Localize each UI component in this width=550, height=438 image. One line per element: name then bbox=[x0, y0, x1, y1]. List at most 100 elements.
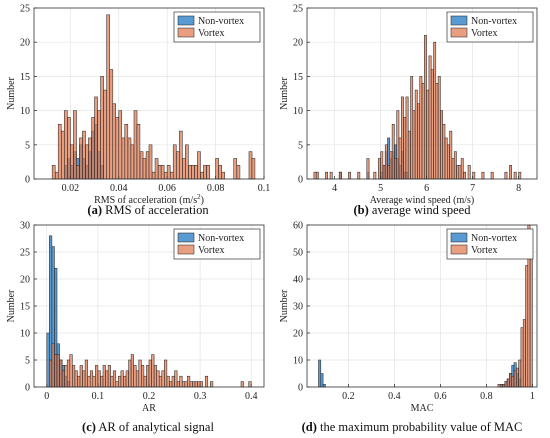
y-axis-label: Number bbox=[279, 289, 290, 322]
bar-vortex bbox=[148, 359, 152, 388]
bar-vortex bbox=[66, 359, 71, 388]
y-tick-label: 0 bbox=[25, 383, 30, 394]
bar-vortex bbox=[509, 373, 512, 388]
bar-vortex bbox=[125, 370, 129, 388]
bar-vortex bbox=[191, 165, 195, 180]
caption-b: (b) average wind speed bbox=[354, 203, 471, 218]
bar-vortex bbox=[166, 165, 171, 180]
bar-vortex bbox=[490, 171, 494, 180]
bar-vortex bbox=[67, 117, 71, 180]
bar-vortex bbox=[118, 375, 122, 388]
bar-vortex bbox=[77, 375, 81, 388]
bar-vortex bbox=[79, 365, 83, 388]
y-tick-label: 30 bbox=[293, 302, 303, 313]
x-axis-label: Average wind speed (m/s) bbox=[370, 195, 475, 206]
bar-vortex bbox=[511, 375, 515, 388]
bar-vortex bbox=[105, 370, 109, 388]
y-tick-label: 20 bbox=[293, 329, 303, 340]
y-tick-label: 0 bbox=[298, 175, 303, 186]
caption-a: (a) RMS of acceleration bbox=[87, 203, 208, 218]
bar-vortex bbox=[112, 370, 117, 388]
bar-vortex bbox=[509, 165, 512, 180]
x-tick-label: 0 bbox=[44, 391, 49, 402]
bar-vortex bbox=[171, 375, 175, 388]
bar-vortex bbox=[56, 354, 60, 388]
bar-vortex bbox=[109, 69, 114, 180]
bar-vortex bbox=[110, 375, 114, 388]
bar-vortex bbox=[412, 110, 416, 180]
bar-vortex bbox=[221, 171, 225, 180]
legend-label-vortex: Vortex bbox=[471, 245, 497, 256]
x-tick-label: 0.04 bbox=[110, 183, 128, 194]
bar-vortex bbox=[156, 370, 160, 388]
y-tick-label: 15 bbox=[20, 72, 30, 83]
bar-vortex bbox=[143, 375, 147, 388]
bar-vortex bbox=[64, 365, 68, 388]
bar-vortex bbox=[145, 151, 150, 180]
caption-c-text: AR of analytical signal bbox=[95, 420, 214, 434]
bar-vortex bbox=[133, 365, 137, 388]
x-tick-label: 0.08 bbox=[207, 183, 225, 194]
legend-swatch-non-vortex bbox=[450, 15, 468, 26]
bar-vortex bbox=[382, 165, 386, 180]
bar-vortex bbox=[504, 171, 508, 180]
bar-vortex bbox=[179, 375, 183, 388]
bar-vortex bbox=[158, 375, 163, 388]
y-tick-label: 50 bbox=[293, 248, 303, 259]
bar-non-vortex bbox=[318, 359, 322, 388]
bar-non-vortex bbox=[46, 332, 50, 388]
bar-vortex bbox=[248, 151, 253, 180]
bar-vortex bbox=[148, 144, 153, 180]
bar-vortex bbox=[79, 137, 83, 180]
bar-vortex bbox=[76, 165, 80, 180]
bar-vortex bbox=[106, 14, 110, 180]
bar-vortex bbox=[95, 365, 99, 388]
bar-vortex bbox=[421, 82, 425, 180]
y-tick-label: 10 bbox=[20, 106, 30, 117]
bar-vortex bbox=[440, 110, 443, 180]
bar-vortex bbox=[54, 354, 58, 388]
caption-a-text: RMS of acceleration bbox=[102, 203, 209, 217]
bar-vortex bbox=[176, 151, 180, 180]
x-tick-label: 0.1 bbox=[92, 391, 105, 402]
bar-vortex bbox=[91, 117, 95, 180]
legend-swatch-non-vortex bbox=[450, 232, 468, 243]
bar-vortex bbox=[128, 359, 132, 388]
legend-swatch-non-vortex bbox=[177, 15, 195, 26]
bar-vortex bbox=[401, 96, 404, 180]
x-tick-label: 7 bbox=[470, 183, 475, 194]
bar-vortex bbox=[142, 158, 147, 180]
bar-vortex bbox=[458, 165, 462, 180]
bar-vortex bbox=[130, 144, 135, 180]
bar-vortex bbox=[82, 370, 86, 388]
bar-vortex bbox=[51, 343, 55, 388]
caption-d: (d) the maximum probability value of MAC bbox=[302, 420, 523, 435]
caption-d-text: the maximum probability value of MAC bbox=[316, 420, 523, 434]
bar-vortex bbox=[170, 171, 174, 180]
bar-vortex bbox=[157, 165, 162, 180]
bar-vortex bbox=[192, 381, 196, 388]
legend-label-vortex: Vortex bbox=[471, 28, 497, 39]
bar-vortex bbox=[146, 365, 150, 388]
y-tick-label: 30 bbox=[20, 221, 30, 232]
y-tick-label: 0 bbox=[25, 175, 30, 186]
bar-vortex bbox=[460, 158, 464, 180]
bar-vortex bbox=[84, 359, 88, 388]
bar-vortex bbox=[120, 370, 124, 388]
bar-vortex bbox=[141, 365, 145, 388]
y-tick-label: 0 bbox=[298, 383, 303, 394]
bar-vortex bbox=[373, 171, 377, 180]
bar-vortex bbox=[391, 124, 395, 180]
bar-vortex bbox=[85, 144, 89, 180]
bar-vortex bbox=[69, 354, 73, 388]
y-tick-label: 5 bbox=[298, 140, 303, 151]
bar-vortex bbox=[181, 381, 186, 388]
legend-label-vortex: Vortex bbox=[198, 28, 224, 39]
bar-vortex bbox=[380, 151, 384, 180]
bar-vortex bbox=[215, 158, 219, 180]
bar-vortex bbox=[513, 171, 517, 180]
bar-vortex bbox=[449, 130, 453, 180]
